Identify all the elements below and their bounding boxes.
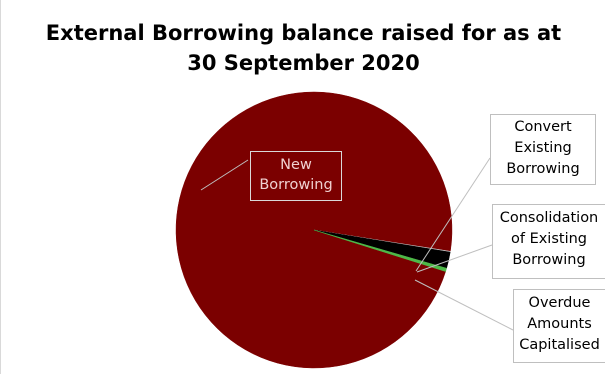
data-label-convert-line-1: Convert [514, 119, 572, 135]
data-label-convert-existing-borrowing: Convert Existing Borrowing [490, 114, 596, 185]
data-label-convert-line-3: Borrowing [506, 161, 580, 177]
chart-title-line-1: External Borrowing balance raised for as… [45, 21, 562, 45]
chart-title: External Borrowing balance raised for as… [1, 18, 605, 78]
data-label-consolidation-line-2: of Existing [510, 231, 588, 247]
data-label-new-borrowing-line-1: New [280, 157, 312, 173]
data-label-convert-line-2: Existing [514, 140, 572, 156]
data-label-overdue-amounts-capitalised: Overdue Amounts Capitalised [513, 289, 605, 363]
data-label-consolidation-line-3: Borrowing [512, 252, 586, 268]
chart-title-line-2: 30 September 2020 [187, 51, 420, 75]
data-label-consolidation-existing-borrowing: Consolidation of Existing Borrowing [492, 204, 605, 279]
pie-slice-overdue-amounts-capitalised [313, 229, 447, 272]
data-label-consolidation-line-1: Consolidation [499, 210, 599, 226]
data-label-new-borrowing-line-2: Borrowing [259, 177, 333, 193]
leader-line-new-borrowing [200, 159, 249, 191]
data-label-overdue-line-2: Amounts [527, 316, 592, 332]
data-label-overdue-line-1: Overdue [528, 295, 591, 311]
leader-line-consolidation-existing-borrowing [416, 244, 493, 273]
data-label-overdue-line-3: Capitalised [519, 337, 600, 353]
leader-line-overdue-amounts-capitalised [414, 279, 514, 331]
data-label-new-borrowing: New Borrowing [250, 151, 342, 201]
leader-line-convert-existing-borrowing [415, 157, 491, 272]
